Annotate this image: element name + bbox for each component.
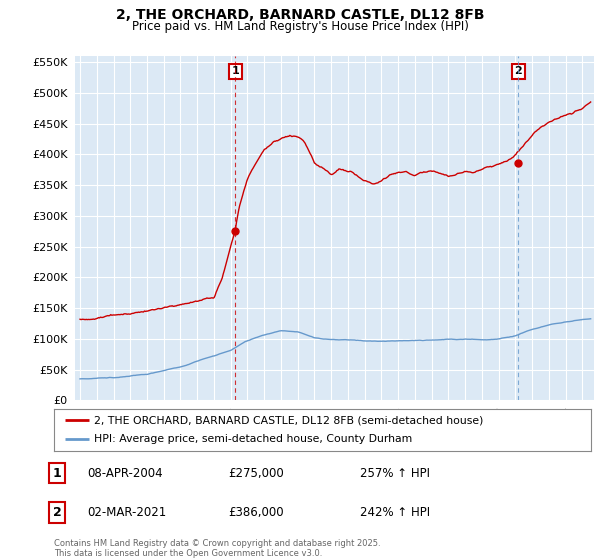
Text: 2: 2 — [53, 506, 61, 519]
Text: 1: 1 — [232, 66, 239, 76]
Text: HPI: Average price, semi-detached house, County Durham: HPI: Average price, semi-detached house,… — [94, 435, 413, 445]
Text: 2: 2 — [514, 66, 522, 76]
Text: 257% ↑ HPI: 257% ↑ HPI — [360, 466, 430, 480]
Text: Contains HM Land Registry data © Crown copyright and database right 2025.
This d: Contains HM Land Registry data © Crown c… — [54, 539, 380, 558]
Text: 2, THE ORCHARD, BARNARD CASTLE, DL12 8FB: 2, THE ORCHARD, BARNARD CASTLE, DL12 8FB — [116, 8, 484, 22]
Text: 08-APR-2004: 08-APR-2004 — [87, 466, 163, 480]
Text: Price paid vs. HM Land Registry's House Price Index (HPI): Price paid vs. HM Land Registry's House … — [131, 20, 469, 32]
Text: 1: 1 — [53, 466, 61, 480]
Text: 242% ↑ HPI: 242% ↑ HPI — [360, 506, 430, 519]
Text: 02-MAR-2021: 02-MAR-2021 — [87, 506, 166, 519]
Text: £386,000: £386,000 — [228, 506, 284, 519]
Text: £275,000: £275,000 — [228, 466, 284, 480]
Text: 2, THE ORCHARD, BARNARD CASTLE, DL12 8FB (semi-detached house): 2, THE ORCHARD, BARNARD CASTLE, DL12 8FB… — [94, 415, 484, 425]
